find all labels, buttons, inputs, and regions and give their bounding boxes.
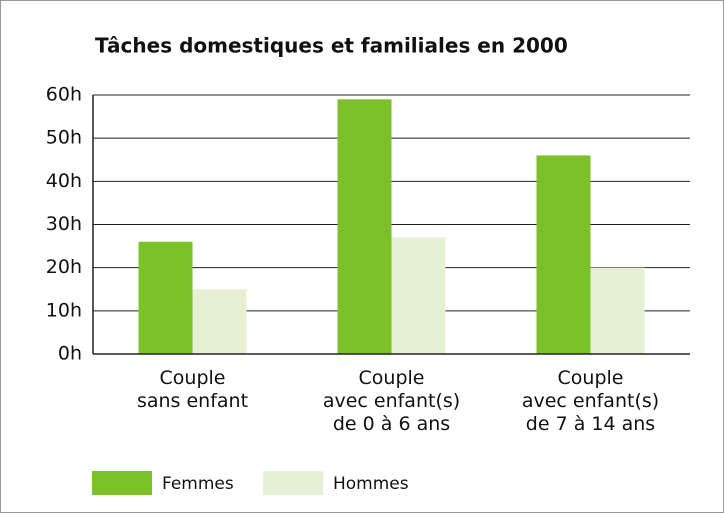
legend-swatch	[263, 471, 323, 495]
bar	[138, 241, 193, 354]
y-tick-label: 0h	[58, 343, 82, 365]
bar	[337, 99, 392, 354]
x-tick-label: Couple sans enfant	[137, 367, 248, 412]
y-tick-label: 60h	[46, 84, 82, 106]
y-tick-label: 20h	[46, 256, 82, 278]
bar	[192, 289, 247, 354]
x-tick-label: Couple avec enfant(s) de 7 à 14 ans	[522, 367, 659, 435]
bar	[536, 155, 591, 354]
legend-label: Hommes	[333, 474, 409, 494]
legend-label: Femmes	[162, 474, 234, 494]
chart-title: Tâches domestiques et familiales en 2000	[95, 34, 568, 58]
bar	[590, 267, 645, 354]
y-tick-label: 30h	[46, 213, 82, 235]
x-tick-label: Couple avec enfant(s) de 0 à 6 ans	[323, 367, 460, 435]
legend-swatch	[92, 471, 152, 495]
y-tick-label: 10h	[46, 299, 82, 321]
y-tick-label: 50h	[46, 127, 82, 149]
bar	[391, 237, 446, 354]
y-tick-label: 40h	[46, 170, 82, 192]
